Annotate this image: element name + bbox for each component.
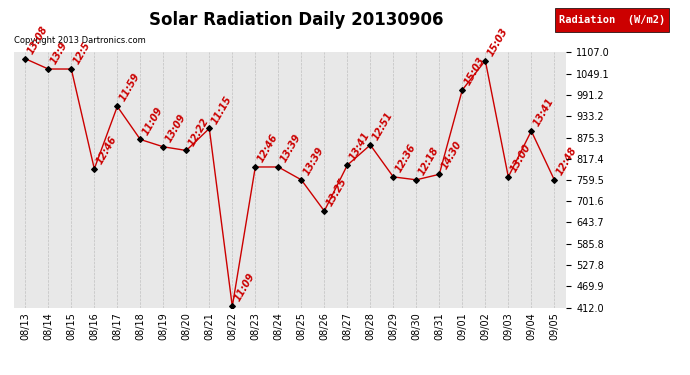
- Point: [549, 177, 560, 183]
- Text: 11:59: 11:59: [117, 72, 141, 104]
- Text: 15:03: 15:03: [485, 26, 509, 58]
- Point: [319, 208, 330, 214]
- Point: [342, 162, 353, 168]
- Text: 12:22: 12:22: [186, 116, 210, 147]
- Point: [20, 56, 31, 62]
- Point: [204, 126, 215, 132]
- Point: [296, 177, 307, 183]
- Point: [227, 303, 238, 309]
- Text: 13:25: 13:25: [324, 176, 348, 208]
- Text: Copyright 2013 Dartronics.com: Copyright 2013 Dartronics.com: [14, 36, 146, 45]
- Point: [135, 136, 146, 142]
- Text: 13:41: 13:41: [347, 130, 371, 162]
- Text: 13:41: 13:41: [531, 96, 555, 128]
- Point: [89, 166, 100, 172]
- Point: [250, 164, 261, 170]
- Point: [365, 142, 376, 148]
- Text: 13:08: 13:08: [26, 24, 50, 56]
- Point: [503, 174, 514, 180]
- Text: 12:48: 12:48: [554, 145, 578, 177]
- Point: [388, 174, 399, 180]
- Point: [411, 177, 422, 183]
- Text: 12:18: 12:18: [416, 145, 440, 177]
- Point: [181, 147, 192, 153]
- Text: 15:03: 15:03: [462, 55, 486, 87]
- Point: [66, 66, 77, 72]
- Text: 12:36: 12:36: [393, 142, 417, 174]
- Text: 14:30: 14:30: [440, 140, 464, 171]
- Text: Radiation  (W/m2): Radiation (W/m2): [560, 15, 665, 25]
- Text: 12:5: 12:5: [71, 40, 92, 66]
- Text: Solar Radiation Daily 20130906: Solar Radiation Daily 20130906: [150, 11, 444, 29]
- Point: [480, 58, 491, 64]
- Point: [457, 87, 468, 93]
- Text: 13:39: 13:39: [302, 145, 326, 177]
- Text: 13:00: 13:00: [509, 142, 533, 174]
- Text: 12:46: 12:46: [255, 132, 279, 164]
- Point: [158, 144, 169, 150]
- Point: [526, 128, 537, 134]
- Text: 11:09: 11:09: [233, 272, 257, 303]
- Text: 12:46: 12:46: [95, 134, 119, 166]
- Text: 11:15: 11:15: [209, 94, 233, 126]
- Text: 12:51: 12:51: [371, 110, 395, 142]
- Point: [434, 171, 445, 177]
- Point: [43, 66, 54, 72]
- Text: 13:09: 13:09: [164, 112, 188, 144]
- Point: [112, 104, 123, 110]
- Text: 13:39: 13:39: [278, 132, 302, 164]
- Point: [273, 164, 284, 170]
- Text: 11:09: 11:09: [140, 105, 164, 136]
- Text: 13:9: 13:9: [48, 40, 69, 66]
